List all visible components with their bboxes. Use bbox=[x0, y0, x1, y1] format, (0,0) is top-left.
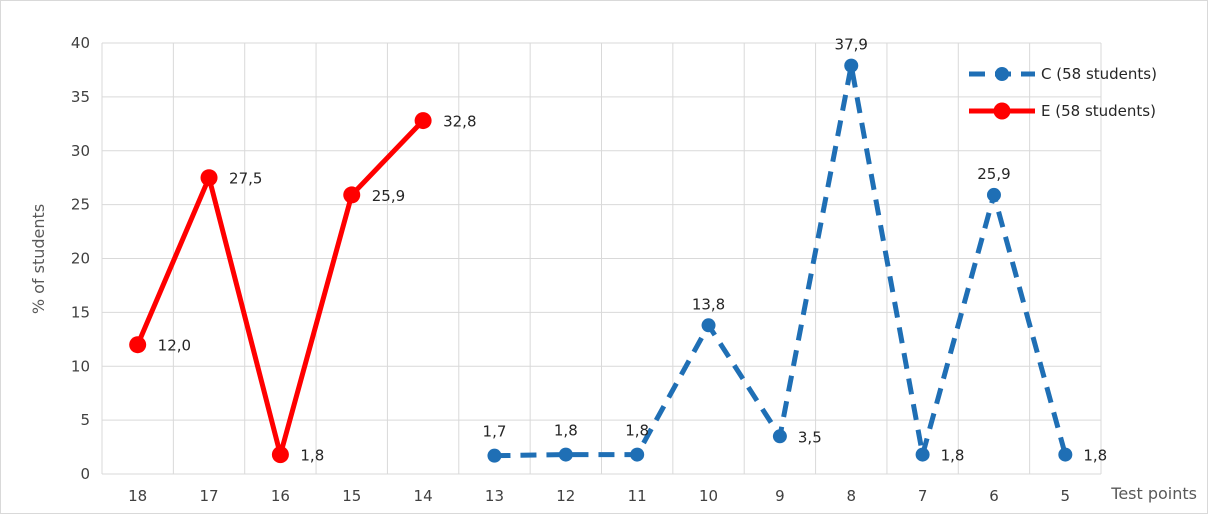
y-tick-labels: 0 5 10 15 20 25 30 35 40 bbox=[71, 34, 90, 483]
data-label: 1,7 bbox=[483, 423, 507, 441]
x-tick-label: 17 bbox=[199, 487, 218, 505]
x-tick-labels: 18 17 16 15 14 13 12 11 10 9 8 7 6 5 bbox=[128, 487, 1070, 505]
series-line bbox=[494, 63, 1068, 459]
y-tick-label: 40 bbox=[71, 34, 90, 52]
data-label: 13,8 bbox=[692, 295, 725, 313]
x-tick-label: 5 bbox=[1061, 487, 1071, 505]
x-tick-label: 14 bbox=[414, 487, 433, 505]
legend-entry-label: E (58 students) bbox=[1041, 102, 1156, 120]
x-tick-label: 18 bbox=[128, 487, 147, 505]
legend-swatch-marker bbox=[995, 67, 1009, 81]
data-point bbox=[986, 187, 1001, 202]
y-tick-label: 0 bbox=[80, 465, 90, 483]
data-point bbox=[414, 112, 432, 130]
x-tick-label: 9 bbox=[775, 487, 785, 505]
data-label: 1,8 bbox=[300, 447, 324, 465]
legend: C (58 students) E (58 students) bbox=[969, 65, 1157, 120]
x-tick-label: 12 bbox=[556, 487, 575, 505]
legend-entry-label: C (58 students) bbox=[1041, 65, 1157, 83]
x-tick-label: 6 bbox=[989, 487, 999, 505]
data-label: 1,8 bbox=[941, 447, 965, 465]
data-point bbox=[915, 447, 930, 462]
x-tick-label: 11 bbox=[628, 487, 647, 505]
y-tick-label: 35 bbox=[71, 88, 90, 106]
data-point bbox=[343, 186, 361, 204]
y-tick-label: 5 bbox=[80, 411, 90, 429]
x-tick-label: 10 bbox=[699, 487, 718, 505]
data-label: 12,0 bbox=[158, 337, 191, 355]
data-label: 32,8 bbox=[443, 113, 476, 131]
data-point bbox=[129, 336, 147, 354]
x-tick-label: 8 bbox=[846, 487, 856, 505]
data-point bbox=[630, 447, 645, 462]
data-point bbox=[271, 446, 289, 464]
data-point bbox=[772, 429, 787, 444]
y-axis-title: % of students bbox=[29, 204, 48, 314]
legend-swatch-marker bbox=[993, 102, 1011, 120]
data-label: 3,5 bbox=[798, 428, 822, 446]
x-axis-title: Test points bbox=[1110, 484, 1197, 503]
x-tick-label: 7 bbox=[918, 487, 928, 505]
y-tick-label: 15 bbox=[71, 303, 90, 321]
data-point bbox=[701, 318, 716, 333]
data-label: 27,5 bbox=[229, 170, 262, 188]
data-point bbox=[558, 447, 573, 462]
data-label: 37,9 bbox=[835, 36, 868, 54]
data-labels: 1,7 1,8 1,8 13,8 3,5 37,9 1,8 25,9 1,8 12,0 27,5 1,… bbox=[158, 36, 1108, 465]
x-tick-label: 13 bbox=[485, 487, 504, 505]
x-tick-label: 15 bbox=[342, 487, 361, 505]
gridlines bbox=[101, 42, 1102, 475]
data-label: 1,8 bbox=[554, 422, 578, 440]
series-group bbox=[129, 58, 1073, 464]
y-tick-label: 25 bbox=[71, 196, 90, 214]
data-point bbox=[200, 169, 218, 187]
data-point bbox=[1058, 447, 1073, 462]
data-point bbox=[487, 448, 502, 463]
y-tick-label: 30 bbox=[71, 142, 90, 160]
data-label: 1,8 bbox=[625, 422, 649, 440]
data-point bbox=[844, 58, 859, 73]
data-label: 25,9 bbox=[977, 165, 1010, 183]
data-label: 25,9 bbox=[372, 187, 405, 205]
data-label: 1,8 bbox=[1083, 447, 1107, 465]
y-tick-label: 10 bbox=[71, 357, 90, 375]
x-tick-label: 16 bbox=[271, 487, 290, 505]
series-line bbox=[135, 118, 426, 458]
y-tick-label: 20 bbox=[71, 250, 90, 268]
